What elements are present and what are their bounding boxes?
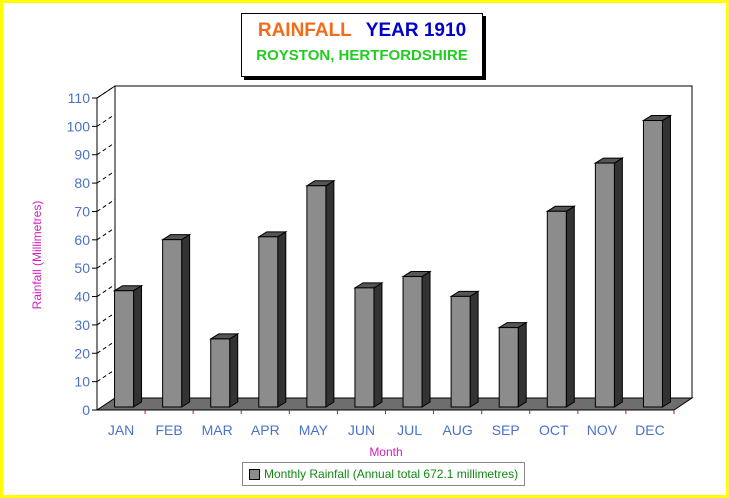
y-tick-labels: 0 10 20 30 40 50 60 70 80 90 100 110 <box>67 90 91 418</box>
chart-subtitle: ROYSTON, HERTFORDSHIRE <box>256 47 468 64</box>
bar-side <box>325 179 335 408</box>
title-year: YEAR 1910 <box>365 20 467 41</box>
bar-front <box>594 162 615 408</box>
x-tick-label: OCT <box>539 422 569 438</box>
bar-front <box>354 287 375 408</box>
title-rainfall: RAINFALL <box>257 20 352 41</box>
bar-dec <box>641 114 673 408</box>
bar-front <box>642 120 663 408</box>
bars <box>112 114 673 408</box>
bar-side <box>469 290 479 408</box>
x-tick-labels: JAN FEB MAR APR MAY JUN JUL AUG SEP OCT NOV DEC <box>108 422 665 438</box>
bar-front <box>258 236 279 408</box>
bar-side <box>277 230 287 408</box>
bar-front <box>210 338 231 408</box>
bar-front <box>498 327 519 408</box>
y-axis-title: Rainfall (Millimetres) <box>30 201 44 310</box>
y-tick-label: 20 <box>74 345 90 361</box>
y-axis-line <box>96 85 116 410</box>
bar-jun <box>353 281 384 408</box>
legend: Monthly Rainfall (Annual total 672.1 mil… <box>242 462 526 486</box>
bar-front <box>306 185 327 408</box>
bar-jan <box>112 284 144 408</box>
bar-side <box>661 114 671 408</box>
bar-side <box>373 281 383 408</box>
bar-front <box>114 290 135 408</box>
y-tick-label: 10 <box>74 374 90 390</box>
bar-sep <box>497 321 528 408</box>
x-tick-label: AUG <box>442 422 472 438</box>
x-tick-label: NOV <box>587 422 618 438</box>
y-tick-label: 70 <box>74 203 90 219</box>
bar-side <box>181 233 191 408</box>
y-tick-label: 60 <box>74 232 90 248</box>
legend-swatch <box>249 468 260 480</box>
y-tick-label: 0 <box>82 402 90 418</box>
bar-front <box>546 210 567 408</box>
y-tick-label: 100 <box>67 118 91 134</box>
bar-oct <box>545 205 577 408</box>
x-tick-label: JUL <box>397 422 422 438</box>
bar-aug <box>449 290 480 408</box>
y-tick-label: 80 <box>74 175 90 191</box>
title-box: RAINFALL YEAR 1910 ROYSTON, HERTFORDSHIRE <box>241 13 483 77</box>
x-axis-title: Month <box>369 445 402 459</box>
y-tick-label: 50 <box>74 260 90 276</box>
bar-nov <box>593 157 625 408</box>
x-tick-label: JUN <box>348 422 375 438</box>
x-tick-label: APR <box>251 422 280 438</box>
x-tick-label: FEB <box>156 422 183 438</box>
x-tick-label: SEP <box>492 422 520 438</box>
bar-may <box>305 179 336 408</box>
x-tick-label: DEC <box>635 422 665 438</box>
x-tick-label: MAY <box>299 422 329 438</box>
bar-jul <box>401 270 432 408</box>
bar-front <box>450 295 471 408</box>
y-tick-label: 90 <box>74 147 90 163</box>
legend-label: Monthly Rainfall (Annual total 672.1 mil… <box>264 467 519 481</box>
y-tick-label: 110 <box>68 90 91 106</box>
y-tick-label: 30 <box>74 317 90 333</box>
bar-side <box>565 205 575 408</box>
bar-side <box>133 284 143 408</box>
chart-title: RAINFALL YEAR 1910 <box>242 20 482 42</box>
bar-side <box>613 157 623 408</box>
bar-front <box>162 239 183 408</box>
bar-front <box>402 276 423 408</box>
bar-apr <box>257 230 288 408</box>
bar-feb <box>160 233 192 408</box>
bar-side <box>421 270 431 408</box>
bar-mar <box>208 333 240 408</box>
bar-side <box>229 333 239 408</box>
x-tick-label: JAN <box>108 422 134 438</box>
y-tick-label: 40 <box>74 289 90 305</box>
x-tick-label: MAR <box>202 422 233 438</box>
bar-side <box>517 321 527 408</box>
